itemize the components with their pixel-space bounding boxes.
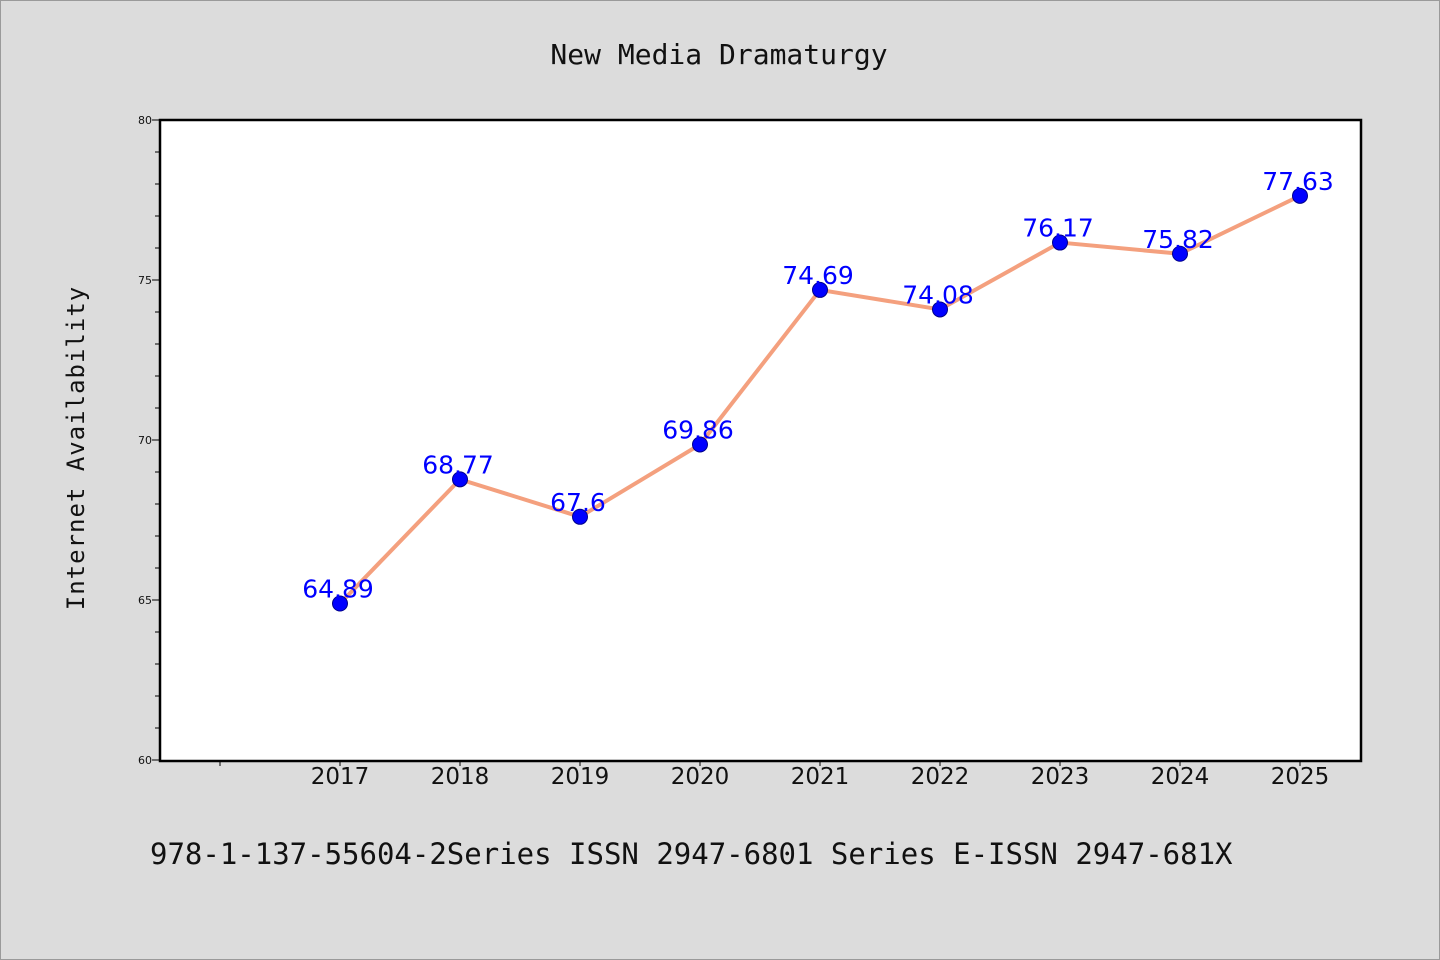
chart-title: New Media Dramaturgy [550,38,887,71]
y-tick-label: 70 [138,434,152,447]
data-point [452,471,468,488]
data-label: 74.08 [902,280,974,309]
x-axis-ticks: 2017 2018 2019 2020 2021 2022 2023 2024 2025 [219,760,1330,790]
y-tick-label: 80 [138,114,152,127]
y-tick-label: 60 [138,754,152,767]
x-tick-label: 2018 [431,764,490,790]
data-label: 76.17 [1022,214,1094,243]
plot-area [160,120,1361,761]
x-tick-label: 2023 [1031,764,1090,790]
x-tick-label: 2022 [911,764,970,790]
data-label: 77.63 [1262,167,1334,196]
x-tick-label: 2019 [551,764,610,790]
data-point [812,281,828,298]
y-tick-label: 75 [138,274,152,287]
data-point [932,301,948,318]
x-tick-label: 2017 [311,764,370,790]
data-label: 67.6 [550,488,606,517]
data-point [1052,234,1068,251]
data-point [1172,245,1188,262]
x-tick-label: 2025 [1271,764,1330,790]
plot-border [158,118,1363,763]
data-label: 74.69 [782,261,854,290]
data-point [332,595,348,612]
data-label: 75.82 [1142,225,1214,254]
footer-isbn-issn-text: 978-1-137-55604-2Series ISSN 2947-6801 S… [150,837,1233,871]
data-label: 69.86 [662,415,734,444]
data-labels: 64.89 68.77 67.6 69.86 74.69 74.08 76.17 75.82 7… [302,167,1334,604]
data-point [692,436,708,453]
y-axis-label: Internet Availability [62,286,90,610]
x-tick-label: 2024 [1151,764,1210,790]
data-points [332,187,1308,612]
x-tick-label: 2020 [671,764,730,790]
data-label: 68.77 [422,450,494,479]
data-point [572,508,588,525]
x-tick-label: 2021 [791,764,850,790]
y-tick-label: 65 [138,594,152,607]
y-axis-ticks: 60 65 70 75 80 [138,114,160,767]
data-point [1292,187,1308,204]
data-label: 64.89 [302,575,374,604]
